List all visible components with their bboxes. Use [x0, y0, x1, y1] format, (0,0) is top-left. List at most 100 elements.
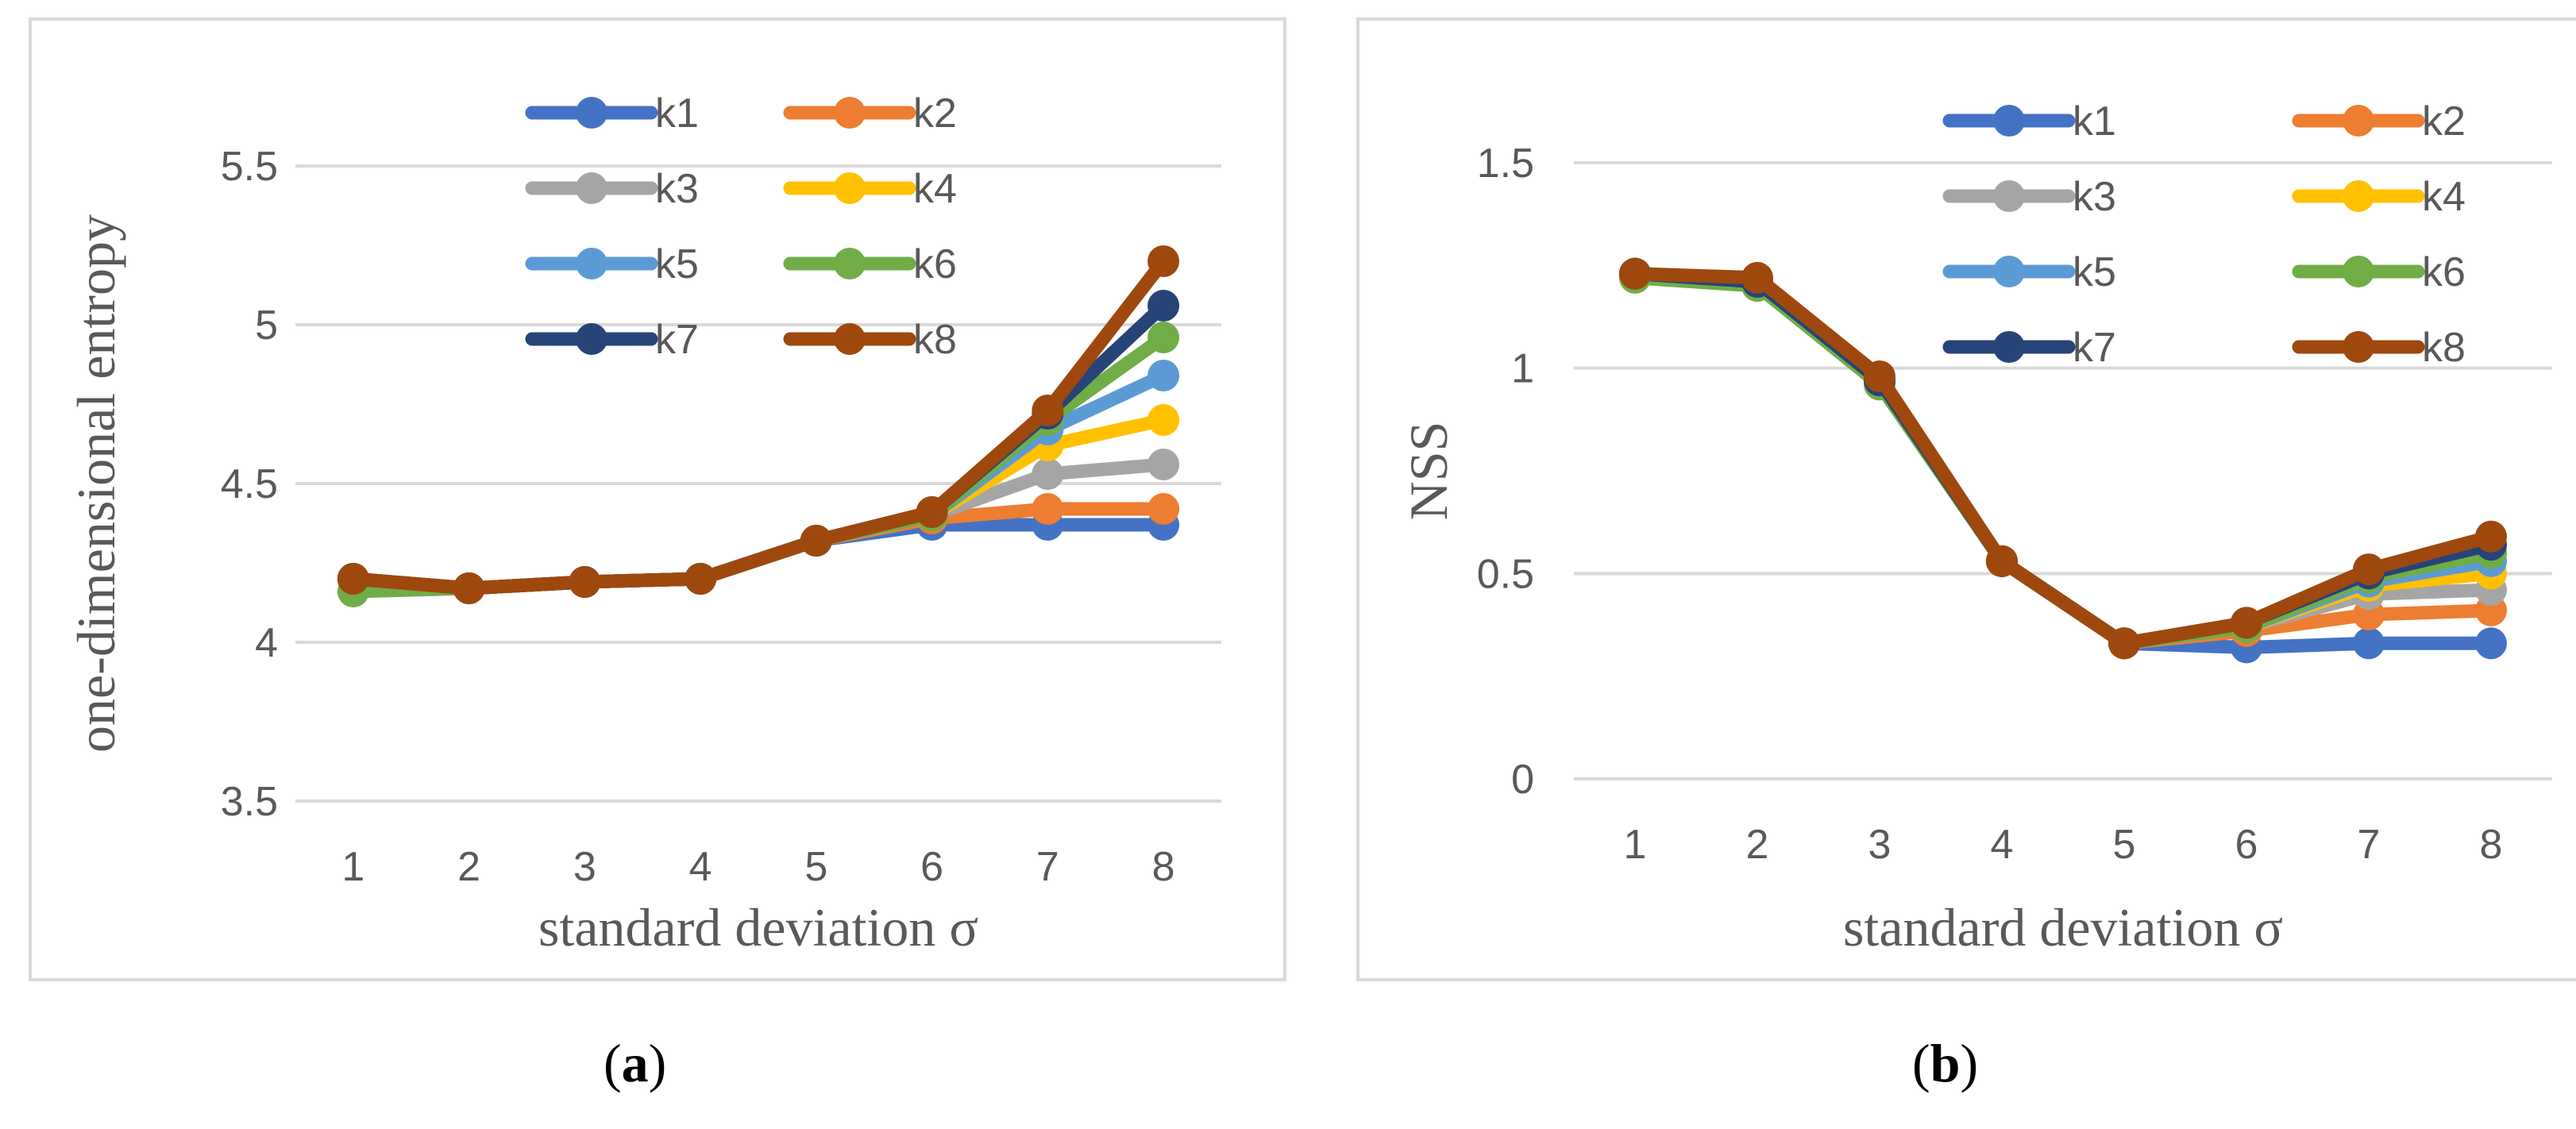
chart-b-x-tick-label: 7	[2358, 822, 2381, 868]
caption-a: (a)	[604, 1032, 666, 1095]
chart-a-point-k8	[569, 566, 601, 598]
chart-a-legend-item-k8: k8	[783, 317, 957, 363]
chart-a-x-tick-label: 3	[573, 844, 596, 890]
chart-a-legend-swatch-marker	[834, 248, 866, 279]
chart-a-point-k3	[1032, 458, 1064, 490]
chart-a-line-k8	[346, 254, 1170, 595]
chart-a-legend-swatch-marker	[834, 323, 866, 355]
chart-b-svg: 0 0.5 1 1.5 1 2 3 4 5 6 7 8 standard deviation σ NSS k…	[1398, 98, 2552, 958]
chart-b-legend-item-k1: k1	[1942, 98, 2116, 144]
chart-b-legend-swatch-marker	[1993, 180, 2025, 212]
chart-b-gridlines	[1574, 161, 2552, 780]
chart-a-legend-label: k8	[913, 317, 957, 363]
caption-a-letter: a	[621, 1033, 649, 1093]
chart-a-point-k2	[1032, 493, 1064, 525]
chart-panel-b: 0 0.5 1 1.5 1 2 3 4 5 6 7 8 standard deviation σ NSS k…	[1356, 17, 2576, 981]
chart-a-legend-swatch-marker	[576, 97, 607, 129]
chart-a-legend-item-k4: k4	[783, 166, 957, 212]
chart-a-point-k8	[800, 525, 832, 557]
chart-a-legend-label: k6	[913, 241, 957, 287]
chart-b-point-k8	[1864, 360, 1895, 393]
chart-a-y-tick-label: 5.5	[221, 144, 278, 190]
chart-a-x-tick-label: 2	[457, 844, 480, 890]
chart-a-gridlines	[295, 164, 1221, 803]
chart-b-legend-item-k5: k5	[1942, 249, 2116, 295]
caption-a-open: (	[604, 1033, 622, 1093]
chart-a-point-k8	[684, 563, 717, 595]
chart-b-point-k8	[2108, 627, 2140, 660]
chart-b-x-tick-label: 4	[1991, 822, 2014, 868]
chart-a-point-k4	[1147, 404, 1180, 436]
chart-b-point-k8	[1619, 257, 1651, 290]
chart-a-point-k8	[337, 563, 369, 595]
chart-b-x-tick-label: 3	[1868, 822, 1892, 868]
caption-b: (b)	[1912, 1032, 1978, 1095]
chart-b-y-axis-title: NSS	[1398, 422, 1459, 521]
chart-b-legend-swatch-marker	[1993, 256, 2025, 287]
chart-a-point-k8	[1147, 245, 1180, 277]
chart-a-legend-swatch-marker	[576, 248, 607, 279]
chart-a-x-tick-label: 6	[920, 844, 943, 890]
chart-b-legend-label: k3	[2073, 174, 2116, 220]
chart-a-legend-item-k2: k2	[783, 91, 957, 137]
chart-b-x-axis-title: standard deviation σ	[1843, 897, 2283, 958]
chart-b-y-tick-label: 0	[1511, 757, 1534, 803]
chart-a-legend-swatch-marker	[576, 323, 607, 355]
chart-a-legend-swatch-marker	[834, 172, 866, 204]
caption-b-open: (	[1912, 1033, 1930, 1093]
chart-a-point-k2	[1147, 493, 1180, 525]
chart-b-series-k8	[1619, 257, 2507, 660]
caption-a-close: )	[648, 1033, 667, 1093]
chart-b-line-k8	[1628, 267, 2498, 650]
chart-a-legend-swatch-marker	[834, 97, 866, 129]
caption-b-close: )	[1960, 1033, 1979, 1093]
chart-b-legend: k1 k2 k3 k4 k5 k6 k7 k8	[1942, 98, 2466, 371]
chart-a-legend-item-k6: k6	[783, 241, 957, 287]
chart-a-legend: k1 k2 k3 k4 k5 k6 k7 k8	[525, 91, 957, 363]
chart-a-x-axis-title: standard deviation σ	[538, 897, 978, 958]
chart-a-x-tick-label: 8	[1152, 844, 1175, 890]
chart-b-legend-item-k8: k8	[2292, 325, 2466, 371]
chart-a-point-k8	[1032, 395, 1064, 426]
chart-b-point-k1	[2353, 627, 2385, 660]
chart-a-legend-item-k1: k1	[525, 91, 699, 137]
chart-b-legend-swatch-marker	[2343, 105, 2374, 137]
chart-a-series-k8	[337, 245, 1180, 604]
chart-b-point-k8	[2231, 607, 2262, 639]
chart-b-x-tick-label: 2	[1746, 822, 1769, 868]
chart-a-legend-label: k1	[655, 91, 699, 137]
chart-b-legend-swatch-marker	[1993, 105, 2025, 137]
chart-a-y-axis-title: one-dimensional entropy	[66, 214, 126, 753]
chart-a-y-tick-label: 4.5	[221, 461, 278, 507]
chart-a-legend-item-k5: k5	[525, 241, 699, 287]
chart-panel-a: 3.5 4 4.5 5 5.5 1 2 3 4 5 6 7 8 standard deviation σ o…	[29, 17, 1286, 981]
chart-a-x-tick-label: 1	[341, 844, 364, 890]
chart-b-legend-swatch-marker	[2343, 256, 2374, 287]
caption-b-letter: b	[1930, 1033, 1961, 1093]
chart-a-y-tick-label: 5	[255, 302, 278, 349]
chart-a-point-k5	[1147, 360, 1180, 391]
chart-b-legend-label: k2	[2422, 98, 2466, 144]
chart-b-point-k1	[2475, 627, 2507, 660]
chart-b-point-k8	[2353, 553, 2385, 586]
chart-b-legend-label: k4	[2422, 174, 2466, 220]
chart-a-x-tick-label: 5	[804, 844, 827, 890]
chart-b-legend-label: k5	[2073, 249, 2116, 295]
chart-b-point-k8	[1986, 545, 2018, 577]
chart-a-legend-label: k7	[655, 317, 699, 363]
chart-a-point-k8	[916, 496, 948, 528]
chart-b-x-tick-label: 1	[1624, 822, 1647, 868]
chart-b-x-tick-label: 8	[2480, 822, 2503, 868]
chart-b-legend-label: k1	[2073, 98, 2116, 144]
chart-b-legend-swatch-marker	[2343, 180, 2374, 212]
chart-a-point-k7	[1147, 290, 1180, 322]
chart-b-x-tick-label: 6	[2235, 822, 2258, 868]
chart-b-legend-label: k7	[2073, 325, 2116, 371]
chart-a-legend-label: k3	[655, 166, 699, 212]
chart-a-point-k8	[453, 572, 485, 604]
chart-b-y-tick-label: 0.5	[1477, 551, 1534, 597]
chart-b-y-tick-label: 1.5	[1477, 141, 1534, 187]
chart-b-point-k8	[1741, 261, 1773, 294]
chart-b-legend-label: k6	[2422, 249, 2466, 295]
chart-b-y-tick-label: 1	[1511, 346, 1534, 392]
